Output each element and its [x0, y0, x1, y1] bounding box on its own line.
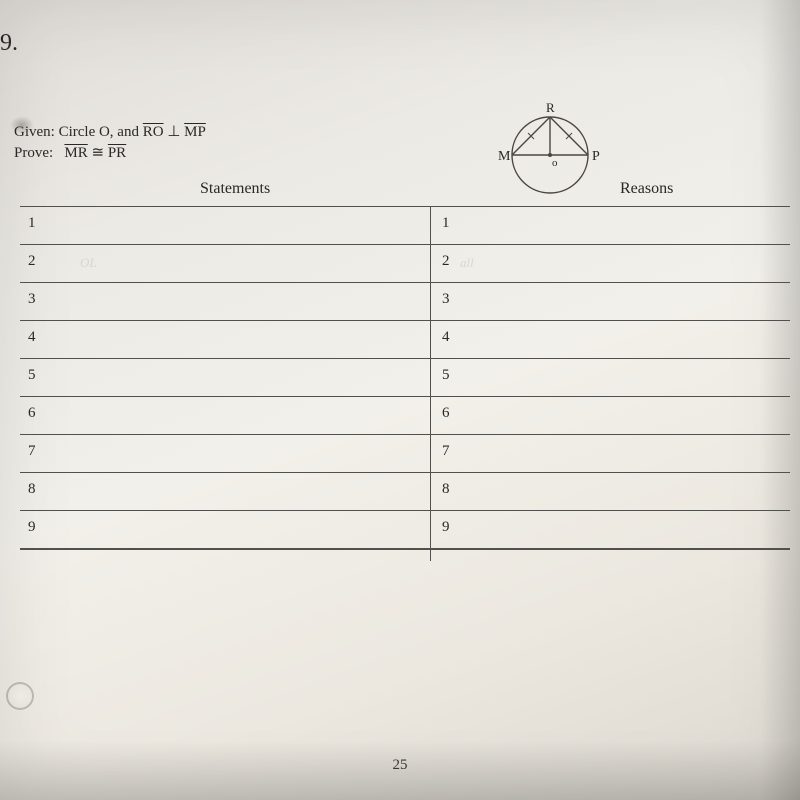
label-o: o — [552, 157, 558, 169]
cong-symbol: ≅ — [88, 145, 108, 161]
diagram-svg: M P R o — [490, 100, 610, 200]
table-row: 8 8 — [20, 472, 790, 510]
row-num-left: 3 — [28, 291, 36, 308]
row-num-left: 2 — [28, 253, 36, 270]
seg-mr: MR — [64, 145, 87, 161]
reasons-header: Reasons — [620, 180, 673, 198]
row-num-right: 5 — [442, 367, 450, 384]
label-m: M — [498, 149, 511, 164]
proof-table: 1 1 2 2 OL all 3 3 4 4 5 5 6 6 7 7 — [20, 206, 790, 550]
row-num-left: 5 — [28, 367, 36, 384]
label-p: P — [592, 149, 600, 164]
table-row-end — [20, 548, 790, 550]
worksheet-paper: 9. Given: Circle O, and RO ⊥ MP Prove: M… — [0, 0, 800, 800]
question-number: 9. — [0, 30, 18, 57]
row-num-right: 3 — [442, 291, 450, 308]
row-num-left: 6 — [28, 405, 36, 422]
row-num-left: 4 — [28, 329, 36, 346]
table-row: 7 7 — [20, 434, 790, 472]
row-num-right: 4 — [442, 329, 450, 346]
statements-header: Statements — [200, 180, 270, 198]
seg-pr: PR — [108, 145, 126, 161]
row-num-left: 9 — [28, 519, 36, 536]
label-r: R — [546, 100, 555, 115]
row-num-right: 2 — [442, 253, 450, 270]
seg-ro: RO — [143, 124, 164, 140]
table-row: 2 2 OL all — [20, 244, 790, 282]
row-num-right: 1 — [442, 215, 450, 232]
prove-label: Prove: — [14, 145, 53, 161]
row-num-left: 7 — [28, 443, 36, 460]
row-num-right: 6 — [442, 405, 450, 422]
perp-symbol: ⊥ — [164, 124, 185, 140]
faint-writing: all — [460, 255, 474, 271]
row-num-left: 8 — [28, 481, 36, 498]
page-number: 25 — [393, 757, 408, 774]
given-line: Given: Circle O, and RO ⊥ MP — [14, 122, 206, 143]
prove-line: Prove: MR ≅ PR — [14, 143, 206, 164]
row-num-left: 1 — [28, 215, 36, 232]
punch-hole — [6, 682, 34, 710]
table-row: 4 4 — [20, 320, 790, 358]
circle-diagram: M P R o — [490, 100, 610, 200]
row-num-right: 8 — [442, 481, 450, 498]
table-row: 1 1 — [20, 206, 790, 244]
table-row: 5 5 — [20, 358, 790, 396]
given-prove-block: Given: Circle O, and RO ⊥ MP Prove: MR ≅… — [14, 122, 206, 164]
seg-mp: MP — [184, 124, 206, 140]
table-row: 3 3 — [20, 282, 790, 320]
row-num-right: 9 — [442, 519, 450, 536]
faint-writing: OL — [80, 255, 97, 271]
row-num-right: 7 — [442, 443, 450, 460]
given-label: Given: — [14, 124, 55, 140]
given-text: Circle O, and — [59, 124, 143, 140]
table-row: 9 9 — [20, 510, 790, 548]
table-row: 6 6 — [20, 396, 790, 434]
